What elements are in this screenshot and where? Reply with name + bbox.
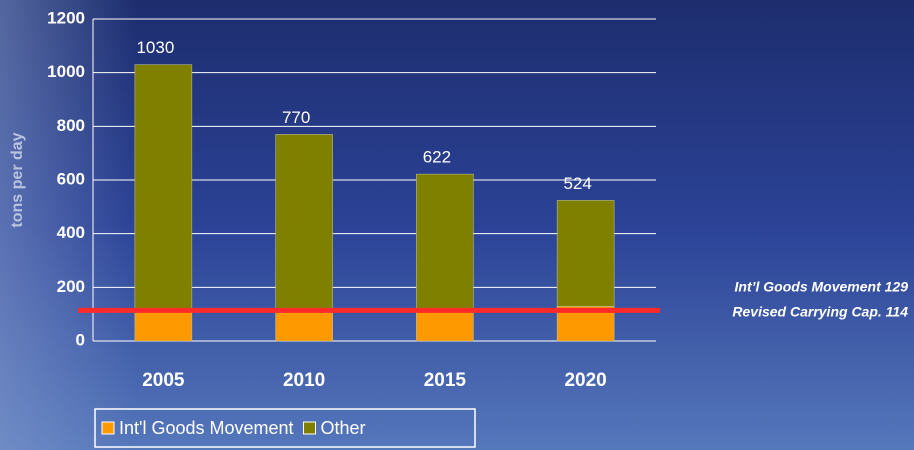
annotation: Int’l Goods Movement 129: [735, 279, 909, 295]
bar-segment: [275, 309, 333, 342]
y-axis-label: tons per day: [9, 132, 26, 227]
total-label: 770: [282, 108, 310, 127]
y-tick-label: 0: [76, 330, 85, 349]
x-tick-label: 2020: [564, 370, 606, 391]
y-tick-label: 800: [57, 116, 85, 135]
bar-segment: [275, 134, 333, 310]
bar-segment: [416, 173, 474, 310]
y-tick-label: 200: [57, 277, 85, 296]
x-tick-label: 2015: [424, 370, 467, 391]
y-tick-label: 1200: [47, 8, 85, 27]
total-label: 622: [423, 148, 451, 167]
legend-box: [94, 408, 476, 448]
annotation: Revised Carrying Cap. 114: [732, 304, 908, 320]
y-tick-label: 600: [57, 169, 85, 188]
legend-swatch: [303, 421, 317, 435]
x-tick-label: 2010: [283, 370, 325, 391]
x-tick-label: 2005: [142, 370, 185, 391]
legend-swatch: [101, 421, 115, 435]
bar-segment: [556, 200, 615, 307]
total-label: 524: [563, 174, 591, 193]
bar-segment: [134, 309, 193, 342]
legend-label: Other: [321, 418, 366, 438]
bar-segment: [134, 64, 193, 310]
total-label: 1030: [136, 38, 174, 57]
y-tick-label: 400: [57, 223, 85, 242]
y-tick-label: 1000: [47, 62, 85, 81]
bar-segment: [416, 309, 474, 342]
legend-label: Int'l Goods Movement: [119, 418, 294, 438]
